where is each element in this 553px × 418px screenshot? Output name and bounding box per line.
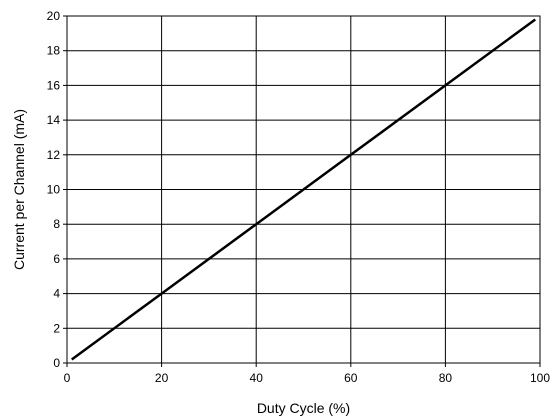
x-tick-label: 60 <box>344 371 358 385</box>
y-tick-label: 12 <box>47 148 61 162</box>
y-tick-label: 18 <box>47 44 61 58</box>
x-tick-label: 80 <box>439 371 453 385</box>
y-tick-label: 0 <box>53 356 60 370</box>
y-tick-label: 8 <box>53 217 60 231</box>
x-tick-label: 20 <box>155 371 169 385</box>
x-axis-ticks: 0 20 40 60 80 100 <box>64 363 550 385</box>
y-tick-label: 10 <box>47 183 61 197</box>
y-tick-label: 4 <box>53 287 60 301</box>
x-tick-label: 0 <box>64 371 71 385</box>
x-axis-title: Duty Cycle (%) <box>257 400 350 416</box>
y-tick-label: 6 <box>53 252 60 266</box>
y-tick-label: 2 <box>53 321 60 335</box>
y-tick-label: 16 <box>47 78 61 92</box>
x-tick-label: 100 <box>530 371 550 385</box>
x-tick-label: 40 <box>250 371 264 385</box>
y-axis-title: Current per Channel (mA) <box>11 109 27 270</box>
series-layer <box>70 18 537 361</box>
y-axis-ticks: 0 2 4 6 8 10 12 14 16 18 20 <box>47 9 67 370</box>
series-line <box>70 18 537 361</box>
y-tick-label: 20 <box>47 9 61 23</box>
y-tick-label: 14 <box>47 113 61 127</box>
